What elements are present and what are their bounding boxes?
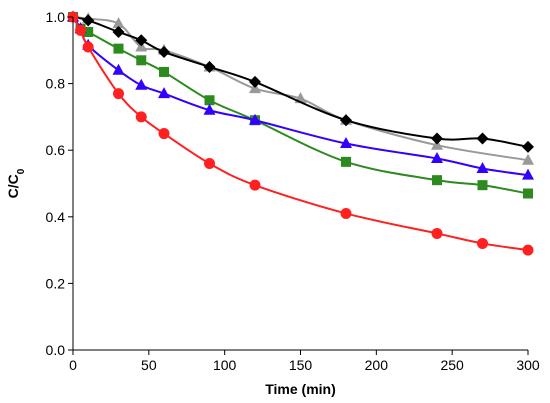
diamond-marker	[158, 45, 170, 58]
y-tick-label: 0.8	[46, 76, 66, 92]
series-line	[72, 16, 529, 148]
x-tick-label: 150	[289, 357, 313, 373]
diamond-marker	[476, 132, 489, 145]
square-marker	[113, 43, 124, 54]
triangle-marker	[135, 78, 148, 90]
square-marker	[136, 55, 147, 66]
circle-marker	[249, 179, 261, 191]
triangle-marker	[522, 168, 534, 180]
circle-marker	[113, 88, 124, 100]
triangle-marker	[158, 87, 170, 99]
x-tick-label: 250	[440, 357, 464, 373]
y-axis-title-subscript: 0	[16, 168, 27, 174]
square-marker	[83, 26, 94, 37]
y-tick-label: 0.6	[46, 142, 66, 158]
circle-marker	[431, 227, 443, 239]
square-marker	[432, 175, 442, 186]
y-tick-label: 0.0	[46, 342, 66, 358]
circle-marker	[135, 111, 147, 123]
circle-marker	[82, 41, 94, 53]
square-marker	[159, 66, 169, 77]
diamond-marker	[112, 25, 125, 38]
circle-marker	[204, 158, 215, 170]
series-layer	[67, 10, 534, 256]
square-marker	[523, 188, 533, 199]
y-tick-label: 0.4	[46, 209, 66, 225]
x-axis-title: Time (min)	[265, 381, 336, 397]
triangle-marker	[249, 113, 261, 125]
diamond-marker	[249, 75, 261, 88]
triangle-marker	[431, 152, 443, 164]
diamond-marker	[82, 14, 95, 27]
y-tick-label: 1.0	[46, 9, 66, 25]
y-axis-title: C/C0	[5, 168, 27, 198]
triangle-marker	[112, 63, 125, 75]
ticks-layer: 0 50 100 150 200 250 300 0.0 0.2 0.4 0.6 0.8 1.0	[46, 9, 540, 373]
diamond-marker	[522, 140, 534, 153]
circle-marker	[477, 237, 488, 249]
circle-marker	[158, 128, 170, 140]
x-tick-label: 100	[213, 357, 237, 373]
square-marker	[204, 95, 215, 106]
diamond-marker	[203, 60, 216, 73]
triangle-marker	[203, 103, 216, 115]
diamond-marker	[135, 34, 148, 47]
triangle-marker	[112, 17, 125, 29]
circle-marker	[522, 244, 534, 256]
square-marker	[477, 180, 488, 191]
circle-marker	[340, 207, 352, 219]
x-tick-label: 200	[365, 357, 389, 373]
circle-marker	[75, 24, 87, 36]
diamond-marker	[431, 132, 443, 145]
diamond-marker	[340, 114, 352, 127]
series-line	[72, 16, 529, 252]
y-tick-label: 0.2	[46, 275, 66, 291]
triangle-marker	[522, 153, 534, 165]
x-tick-label: 0	[69, 357, 77, 373]
triangle-marker	[476, 162, 489, 174]
y-axis-title-main: C/C	[5, 174, 21, 198]
x-tick-label: 300	[516, 357, 540, 373]
x-tick-label: 50	[141, 357, 157, 373]
triangle-marker	[340, 137, 352, 149]
square-marker	[341, 156, 351, 167]
